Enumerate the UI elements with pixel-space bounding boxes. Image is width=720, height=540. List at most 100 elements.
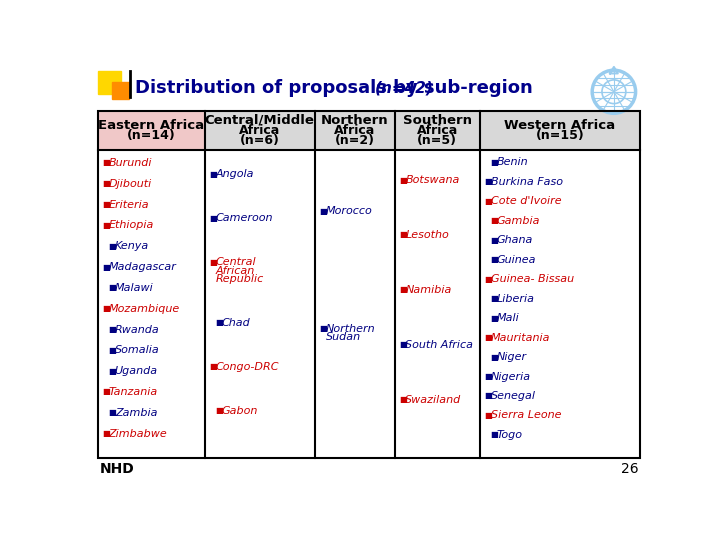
Text: Swaziland: Swaziland — [405, 395, 462, 404]
Text: Central/Middle: Central/Middle — [204, 114, 315, 127]
Text: Cote d'Ivoire: Cote d'Ivoire — [490, 196, 562, 206]
Text: South Africa: South Africa — [405, 340, 474, 350]
Text: Distribution of proposals by sub-region: Distribution of proposals by sub-region — [135, 79, 539, 97]
Text: Mauritania: Mauritania — [490, 333, 550, 342]
Text: ■: ■ — [399, 340, 407, 349]
Text: Mali: Mali — [497, 313, 520, 323]
Text: ■: ■ — [109, 325, 117, 334]
Text: Ghana: Ghana — [497, 235, 534, 245]
Text: Nigeria: Nigeria — [490, 372, 531, 382]
Text: ■: ■ — [215, 406, 223, 415]
Text: ■: ■ — [102, 221, 110, 230]
Text: Tanzania: Tanzania — [109, 387, 158, 397]
Text: ■: ■ — [210, 170, 217, 179]
Text: ■: ■ — [102, 388, 110, 396]
Text: Botswana: Botswana — [405, 175, 460, 185]
Text: Niger: Niger — [497, 352, 527, 362]
Text: (n=5): (n=5) — [417, 134, 457, 147]
Text: Gambia: Gambia — [497, 216, 541, 226]
Text: Senegal: Senegal — [490, 391, 536, 401]
Text: Southern: Southern — [402, 114, 472, 127]
Text: Guinea: Guinea — [497, 255, 536, 265]
Text: ■: ■ — [102, 304, 110, 313]
Text: (n=15): (n=15) — [536, 129, 585, 142]
Text: Chad: Chad — [222, 318, 251, 328]
Text: ■: ■ — [109, 367, 117, 376]
Text: Eriteria: Eriteria — [109, 200, 149, 210]
Text: ■: ■ — [320, 324, 328, 333]
Text: ■: ■ — [485, 411, 492, 420]
Text: Sudan: Sudan — [325, 332, 361, 342]
Text: Ethiopia: Ethiopia — [109, 220, 154, 231]
Text: Benin: Benin — [497, 157, 528, 167]
Text: Congo-DRC: Congo-DRC — [215, 362, 279, 372]
Text: Central: Central — [215, 257, 256, 267]
Text: Northern: Northern — [321, 114, 389, 127]
Text: ■: ■ — [490, 255, 498, 264]
Text: ■: ■ — [399, 231, 407, 239]
Text: ■: ■ — [109, 408, 117, 417]
Text: African: African — [215, 266, 255, 275]
Text: Africa: Africa — [334, 124, 375, 137]
Text: ■: ■ — [399, 176, 407, 185]
Text: ■: ■ — [399, 285, 407, 294]
Text: Namibia: Namibia — [405, 285, 452, 295]
Text: Lesotho: Lesotho — [405, 230, 449, 240]
Text: Sierra Leone: Sierra Leone — [490, 410, 561, 421]
Text: ■: ■ — [320, 207, 328, 216]
Text: (n=6): (n=6) — [240, 134, 279, 147]
Text: ■: ■ — [490, 236, 498, 245]
Text: ■: ■ — [485, 372, 492, 381]
Text: Kenya: Kenya — [114, 241, 149, 251]
Text: ■: ■ — [485, 392, 492, 401]
Text: Djibouti: Djibouti — [109, 179, 152, 189]
Text: ■: ■ — [485, 275, 492, 284]
Bar — [98, 111, 204, 150]
Text: Morocco: Morocco — [325, 206, 372, 216]
Text: ■: ■ — [102, 429, 110, 438]
Text: Western Africa: Western Africa — [505, 119, 616, 132]
Bar — [395, 111, 480, 150]
Text: Angola: Angola — [215, 170, 254, 179]
Text: ■: ■ — [109, 284, 117, 292]
Text: Burkina Faso: Burkina Faso — [490, 177, 562, 187]
Text: ■: ■ — [399, 395, 407, 404]
Text: ■: ■ — [485, 177, 492, 186]
Text: ■: ■ — [102, 158, 110, 167]
Text: Africa: Africa — [239, 124, 280, 137]
Text: Malawi: Malawi — [114, 283, 153, 293]
Text: Guinea- Bissau: Guinea- Bissau — [490, 274, 574, 284]
Text: ■: ■ — [210, 214, 217, 223]
Text: Somalia: Somalia — [114, 346, 160, 355]
Text: ■: ■ — [109, 346, 117, 355]
Text: Uganda: Uganda — [114, 366, 158, 376]
Text: ■: ■ — [490, 294, 498, 303]
Text: Zambia: Zambia — [114, 408, 157, 418]
Text: Togo: Togo — [497, 430, 523, 440]
Text: NHD: NHD — [99, 462, 134, 476]
Text: ■: ■ — [210, 258, 217, 267]
Text: Northern: Northern — [325, 323, 375, 334]
Bar — [98, 71, 121, 94]
Text: ■: ■ — [210, 362, 217, 372]
Text: ■: ■ — [490, 158, 498, 167]
Text: Zimbabwe: Zimbabwe — [109, 429, 167, 438]
Text: Liberia: Liberia — [497, 294, 535, 303]
Text: Rwanda: Rwanda — [114, 325, 160, 334]
Bar — [204, 111, 315, 150]
Text: ■: ■ — [490, 430, 498, 440]
Text: Cameroon: Cameroon — [215, 213, 273, 224]
Bar — [98, 111, 640, 457]
Text: ■: ■ — [490, 216, 498, 225]
Bar — [315, 111, 395, 150]
Text: ■: ■ — [485, 197, 492, 206]
Text: ■: ■ — [109, 242, 117, 251]
Bar — [480, 111, 640, 150]
Text: ■: ■ — [490, 353, 498, 362]
Text: Africa: Africa — [417, 124, 458, 137]
Text: 26: 26 — [621, 462, 639, 476]
Text: ■: ■ — [215, 319, 223, 327]
Text: ■: ■ — [102, 200, 110, 209]
Text: Eastern Africa: Eastern Africa — [98, 119, 204, 132]
Text: Gabon: Gabon — [222, 406, 258, 416]
